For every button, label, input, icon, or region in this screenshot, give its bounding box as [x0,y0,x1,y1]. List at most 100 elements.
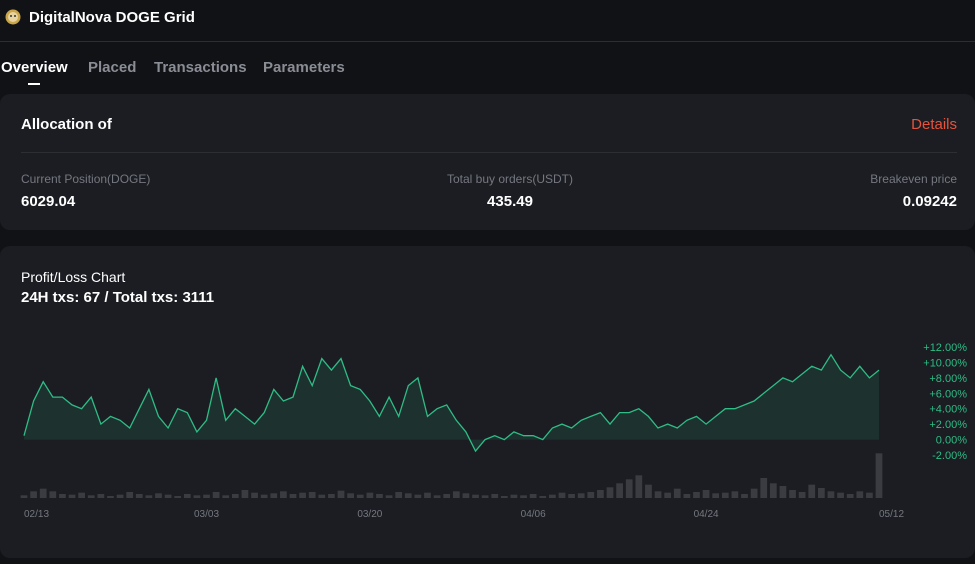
volume-bar [30,491,37,498]
x-tick-label: 03/03 [194,509,219,520]
volume-bar [731,491,739,498]
volume-bar [452,491,460,498]
volume-bar [539,496,547,498]
volume-bar [145,495,153,498]
pnl-area [24,354,879,452]
volume-bar [203,494,210,498]
x-tick-label: 04/24 [694,509,719,520]
y-tick-label: +6.00% [929,388,967,400]
stat-value: 6029.04 [21,193,76,210]
volume-bar [308,492,316,498]
details-link[interactable]: Details [911,116,957,133]
volume-bar [481,495,489,498]
volume-bar [241,490,249,498]
volume-bar [376,494,383,498]
header-divider [0,41,975,42]
volume-bar [414,494,422,498]
volume-bar [174,496,182,498]
volume-bar [529,494,537,498]
volume-bar [837,492,844,498]
divider [21,152,957,153]
volume-bar [606,487,614,498]
volume-bar [164,494,172,498]
doge-icon [5,9,21,25]
volume-bar [87,495,95,498]
volume-bar [116,494,124,498]
volume-bar [693,492,700,498]
stat-value: 435.49 [487,193,533,210]
volume-bar [443,494,451,498]
x-tick-label: 05/12 [879,509,904,520]
volume-bar [827,491,835,498]
volume-bar [155,493,162,498]
volume-bar [222,495,230,498]
volume-bar [721,492,729,498]
volume-bar [68,494,76,498]
volume-bar [577,493,585,498]
tab[interactable]: Overview [1,59,68,76]
volume-bar [126,492,134,498]
y-tick-label: +2.00% [929,419,967,431]
volume-bar [625,479,633,498]
stat-value: 0.09242 [902,193,957,210]
volume-bar [20,495,28,498]
volume-bar [769,483,777,498]
chart-subtitle: 24H txs: 67 / Total txs: 3111 [21,289,215,306]
volume-bar [510,494,518,498]
volume-bar [318,494,326,498]
volume-bar [779,486,787,498]
volume-bar [395,492,403,498]
volume-bar [366,492,374,498]
y-tick-label: +10.00% [923,357,967,369]
x-tick-label: 04/06 [521,509,546,520]
volume-bar [702,490,710,498]
volume-bar [491,494,499,498]
volume-bar [193,495,201,498]
volume-bar [760,478,768,498]
volume-bar [59,494,66,498]
stat-label: Breakeven price [870,172,957,186]
volume-bar [645,484,652,498]
y-tick-label: +8.00% [929,373,967,385]
volume-bar [750,488,758,498]
tab[interactable]: Transactions [154,59,247,76]
volume-bar [135,494,143,498]
chart-card: Profit/Loss Chart 24H txs: 67 / Total tx… [0,246,975,558]
volume-bar [385,495,393,498]
y-tick-label: 0.00% [936,435,967,447]
tab-indicator [28,83,40,85]
volume-bar [587,492,595,498]
header-title: DigitalNova DOGE Grid [29,9,195,26]
x-tick-label: 02/13 [24,509,49,520]
volume-bar [289,494,297,498]
y-tick-label: +12.00% [923,342,967,354]
volume-bar [654,491,662,498]
volume-bar [549,494,556,498]
volume-bar [558,492,566,498]
volume-bar [789,490,796,498]
tab[interactable]: Parameters [263,59,345,76]
volume-bar [337,490,345,498]
volume-bar [231,494,239,498]
volume-bar [856,491,864,498]
volume-bar [808,484,816,498]
volume-bar [212,492,220,498]
volume-bar [866,492,873,498]
volume-bar [328,494,335,498]
volume-bar [299,492,306,498]
volume-bar [97,494,105,498]
volume-bar [520,495,527,498]
y-tick-label: +4.00% [929,404,967,416]
volume-bar [798,492,806,498]
tab[interactable]: Placed [88,59,137,76]
volume-bar [280,491,287,498]
volume-bar [270,493,278,498]
stat-label: Total buy orders(USDT) [446,172,574,186]
volume-bar [597,490,604,498]
pnl-line [23,353,880,453]
volume-bar [500,496,508,498]
volume-bar [39,488,47,498]
volume-bar [356,494,364,498]
